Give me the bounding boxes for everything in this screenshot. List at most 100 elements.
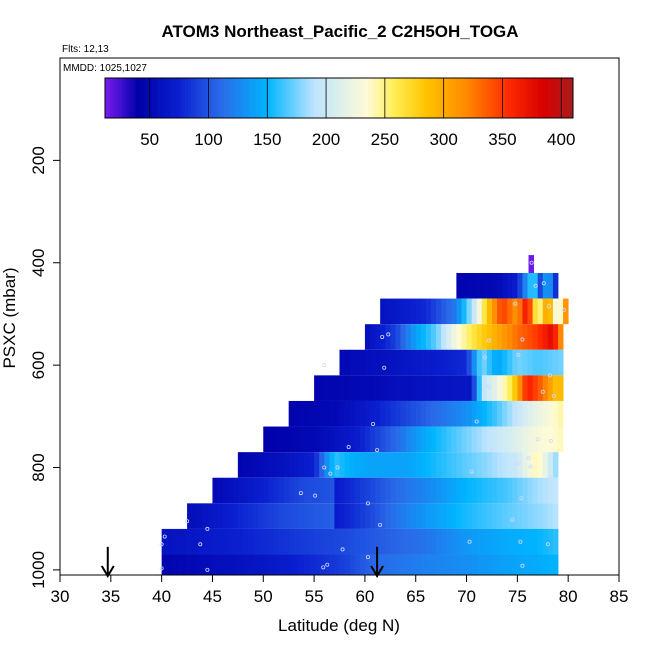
colorbar-segment: [396, 78, 400, 118]
heatmap-cell: [390, 375, 396, 401]
heatmap-cell: [425, 400, 432, 427]
heatmap-cell: [405, 528, 412, 555]
colorbar-segment: [398, 78, 402, 118]
heatmap-cell: [248, 477, 254, 504]
heatmap-cell: [471, 400, 478, 427]
colorbar-segment: [404, 78, 407, 118]
heatmap-cell: [491, 528, 498, 555]
heatmap-cell: [395, 477, 401, 504]
colorbar-segment: [541, 78, 545, 118]
colorbar-segment: [339, 78, 342, 118]
heatmap-cell: [344, 477, 351, 504]
heatmap-cell: [415, 324, 422, 350]
heatmap-cell: [268, 477, 274, 504]
heatmap-cell: [161, 528, 168, 555]
x-tick-label: 35: [101, 587, 120, 606]
heatmap-cell: [517, 426, 523, 453]
heatmap-cell: [552, 554, 559, 575]
heatmap-cell: [354, 349, 361, 376]
colorbar-segment: [170, 78, 173, 118]
heatmap-cell: [298, 554, 305, 575]
heatmap-cell: [552, 477, 559, 504]
y-axis-label: PSXC (mbar): [0, 267, 19, 368]
heatmap-cell: [242, 477, 249, 504]
heatmap-cell: [512, 375, 518, 401]
heatmap-cell: [558, 375, 564, 401]
heatmap-cell: [309, 452, 315, 478]
heatmap-cell: [232, 528, 239, 555]
heatmap-cell: [502, 426, 508, 453]
heatmap-cell: [476, 324, 483, 350]
heatmap-cell: [278, 528, 284, 555]
heatmap-cell: [202, 503, 208, 529]
heatmap-cell: [558, 298, 564, 325]
colorbar-segment: [549, 78, 553, 118]
heatmap-cell: [192, 528, 198, 555]
colorbar-segment: [120, 78, 124, 118]
heatmap-cell: [395, 400, 401, 427]
heatmap-cell: [466, 400, 473, 427]
colorbar-segment: [310, 78, 314, 118]
heatmap-cell: [268, 528, 274, 555]
heatmap-cell: [166, 554, 173, 575]
heatmap-cell: [410, 452, 417, 478]
colorbar-segment: [570, 78, 574, 118]
colorbar-segment: [248, 78, 251, 118]
heatmap-cell: [441, 554, 447, 575]
heatmap-cell: [273, 452, 279, 478]
heatmap-cell: [369, 528, 376, 555]
heatmap-cell: [375, 477, 381, 504]
heatmap-cell: [425, 426, 432, 453]
heatmap-cell: [187, 554, 193, 575]
heatmap-cell: [329, 452, 335, 478]
heatmap-cell: [547, 298, 554, 325]
x-tick-label: 30: [51, 587, 70, 606]
heatmap-cell: [212, 554, 218, 575]
heatmap-cell: [263, 477, 269, 504]
colorbar-segment: [547, 78, 550, 118]
heatmap-cell: [375, 349, 381, 376]
colorbar-segment: [235, 78, 238, 118]
colorbar-segment: [224, 78, 228, 118]
colorbar-segment: [380, 78, 384, 118]
heatmap-cell: [232, 503, 239, 529]
x-tick-label: 75: [508, 587, 527, 606]
heatmap-cell: [542, 400, 549, 427]
heatmap-cell: [497, 298, 503, 325]
heatmap-cell: [283, 426, 290, 453]
heatmap-cell: [288, 554, 295, 575]
colorbar-segment: [318, 78, 322, 118]
colorbar-segment: [112, 78, 116, 118]
heatmap-cell: [522, 349, 528, 376]
heatmap-cell: [461, 400, 467, 427]
heatmap-cell: [293, 400, 300, 427]
heatmap-cell: [491, 477, 498, 504]
colorbar-segment: [409, 78, 413, 118]
sample-point: [518, 539, 523, 544]
heatmap-cell: [385, 298, 391, 325]
sample-point: [474, 419, 479, 424]
x-tick-label: 80: [559, 587, 578, 606]
heatmap-cell: [263, 452, 269, 478]
heatmap-cell: [451, 400, 457, 427]
heatmap-cell: [451, 554, 457, 575]
heatmap-cell: [471, 426, 478, 453]
heatmap-cell: [405, 452, 412, 478]
heatmap-cell: [517, 528, 523, 555]
heatmap-cell: [420, 452, 427, 478]
heatmap-cell: [486, 452, 493, 478]
colorbar-tick-label: 300: [429, 130, 457, 149]
heatmap-cell: [430, 298, 437, 325]
heatmap-cell: [334, 426, 340, 453]
heatmap-cell: [181, 554, 188, 575]
sample-point: [205, 567, 210, 572]
heatmap-cell: [456, 452, 462, 478]
heatmap-cell: [563, 298, 569, 325]
heatmap-cell: [395, 349, 401, 376]
heatmap-cell: [364, 426, 371, 453]
heatmap-cell: [364, 400, 371, 427]
heatmap-cell: [532, 528, 539, 555]
heatmap-cell: [466, 349, 473, 376]
colorbar-segment: [375, 78, 379, 118]
